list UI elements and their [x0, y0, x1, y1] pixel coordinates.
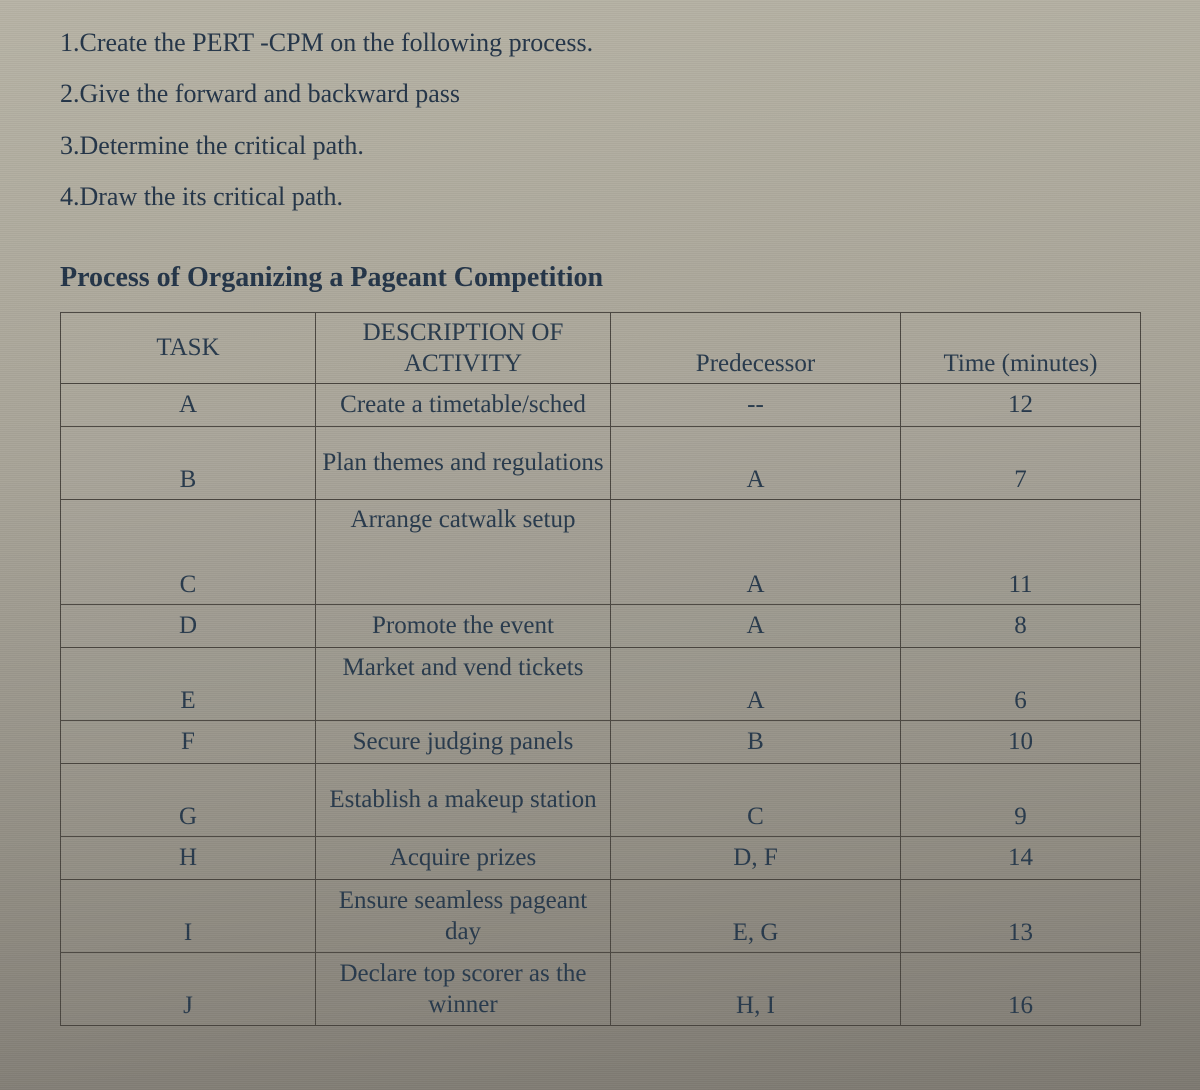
table-row: DPromote the eventA8: [61, 605, 1141, 648]
table-row: ACreate a timetable/sched--12: [61, 384, 1141, 427]
table-row: CArrange catwalk setupA11: [61, 500, 1141, 605]
cell-task: H: [61, 837, 316, 880]
instruction-3: 3.Determine the critical path.: [60, 121, 1160, 170]
instruction-4: 4.Draw the its critical path.: [60, 172, 1160, 221]
header-task: TASK: [61, 312, 316, 384]
instruction-list: 1.Create the PERT -CPM on the following …: [60, 18, 1160, 222]
cell-task: F: [61, 721, 316, 764]
cell-task: G: [61, 764, 316, 837]
cell-time: 13: [901, 880, 1141, 953]
cell-pred: B: [611, 721, 901, 764]
section-title: Process of Organizing a Pageant Competit…: [60, 262, 1160, 294]
table-row: GEstablish a makeup stationC9: [61, 764, 1141, 837]
header-pred: Predecessor: [611, 312, 901, 384]
cell-time: 14: [901, 837, 1141, 880]
cell-task: D: [61, 605, 316, 648]
table-row: BPlan themes and regulationsA7: [61, 427, 1141, 500]
table-row: JDeclare top scorer as the winnerH, I16: [61, 953, 1141, 1026]
cell-task: A: [61, 384, 316, 427]
cell-pred: D, F: [611, 837, 901, 880]
cell-time: 16: [901, 953, 1141, 1026]
cell-time: 7: [901, 427, 1141, 500]
cell-time: 11: [901, 500, 1141, 605]
header-desc: DESCRIPTION OF ACTIVITY: [316, 312, 611, 384]
cell-pred: A: [611, 500, 901, 605]
cell-desc: Plan themes and regulations: [316, 427, 611, 500]
cell-desc: Arrange catwalk setup: [316, 500, 611, 605]
cell-task: E: [61, 648, 316, 721]
cell-desc: Ensure seamless pageant day: [316, 880, 611, 953]
instruction-2: 2.Give the forward and backward pass: [60, 69, 1160, 118]
page: 1.Create the PERT -CPM on the following …: [0, 0, 1200, 1026]
cell-pred: --: [611, 384, 901, 427]
instruction-1: 1.Create the PERT -CPM on the following …: [60, 18, 1160, 67]
cell-pred: A: [611, 605, 901, 648]
cell-time: 6: [901, 648, 1141, 721]
cell-pred: A: [611, 648, 901, 721]
cell-pred: E, G: [611, 880, 901, 953]
cell-time: 9: [901, 764, 1141, 837]
table-body: ACreate a timetable/sched--12BPlan theme…: [61, 384, 1141, 1026]
cell-desc: Establish a makeup station: [316, 764, 611, 837]
cell-pred: C: [611, 764, 901, 837]
cell-desc: Promote the event: [316, 605, 611, 648]
header-time: Time (minutes): [901, 312, 1141, 384]
cell-time: 8: [901, 605, 1141, 648]
table-row: HAcquire prizesD, F14: [61, 837, 1141, 880]
table-row: FSecure judging panelsB10: [61, 721, 1141, 764]
cell-task: B: [61, 427, 316, 500]
cell-task: C: [61, 500, 316, 605]
cell-desc: Market and vend tickets: [316, 648, 611, 721]
cell-desc: Secure judging panels: [316, 721, 611, 764]
cell-time: 10: [901, 721, 1141, 764]
cell-desc: Declare top scorer as the winner: [316, 953, 611, 1026]
cell-pred: H, I: [611, 953, 901, 1026]
activity-table: TASK DESCRIPTION OF ACTIVITY Predecessor…: [60, 312, 1141, 1027]
cell-desc: Acquire prizes: [316, 837, 611, 880]
cell-time: 12: [901, 384, 1141, 427]
cell-pred: A: [611, 427, 901, 500]
cell-desc: Create a timetable/sched: [316, 384, 611, 427]
table-header: TASK DESCRIPTION OF ACTIVITY Predecessor…: [61, 312, 1141, 384]
table-row: IEnsure seamless pageant dayE, G13: [61, 880, 1141, 953]
table-row: EMarket and vend ticketsA6: [61, 648, 1141, 721]
cell-task: J: [61, 953, 316, 1026]
cell-task: I: [61, 880, 316, 953]
